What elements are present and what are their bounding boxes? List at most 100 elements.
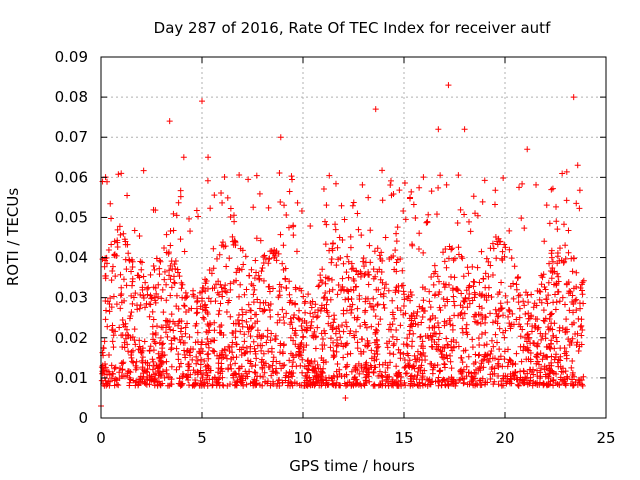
- data-point: [407, 378, 414, 385]
- data-point: [310, 367, 317, 374]
- data-point: [435, 374, 442, 381]
- data-point: [335, 382, 342, 389]
- data-point: [258, 347, 265, 354]
- data-point: [428, 343, 435, 350]
- data-point: [563, 348, 570, 355]
- data-point: [494, 360, 501, 367]
- data-point: [181, 347, 188, 354]
- data-point: [451, 302, 458, 309]
- data-point: [177, 360, 184, 367]
- data-point: [374, 344, 381, 351]
- data-point: [474, 264, 481, 271]
- data-point: [334, 342, 341, 349]
- data-point: [193, 207, 200, 214]
- data-point: [152, 331, 159, 338]
- data-point: [370, 382, 377, 389]
- data-point: [375, 321, 382, 328]
- data-point: [149, 308, 156, 315]
- data-point: [539, 333, 546, 340]
- data-point: [520, 347, 527, 354]
- data-point: [490, 381, 497, 388]
- data-point: [203, 328, 210, 335]
- data-point: [280, 242, 287, 249]
- data-point: [186, 215, 193, 222]
- data-point: [482, 314, 489, 321]
- data-point: [204, 335, 211, 342]
- data-point: [232, 370, 239, 377]
- data-point: [276, 281, 283, 288]
- x-tick-label: 15: [394, 429, 413, 447]
- data-point: [318, 355, 325, 362]
- data-point: [167, 346, 174, 353]
- data-point: [326, 247, 333, 254]
- data-point: [252, 320, 259, 327]
- data-point: [210, 245, 217, 252]
- data-point: [577, 305, 584, 312]
- data-point: [345, 274, 352, 281]
- data-point: [290, 369, 297, 376]
- data-point: [362, 307, 369, 314]
- data-point: [159, 345, 166, 352]
- data-point: [377, 291, 384, 298]
- data-point: [257, 299, 264, 306]
- data-point: [439, 344, 446, 351]
- data-point: [158, 295, 165, 302]
- data-point: [360, 368, 367, 375]
- data-point: [568, 364, 575, 371]
- data-point: [441, 258, 448, 265]
- data-point: [513, 286, 520, 293]
- data-point: [554, 253, 561, 260]
- data-point: [401, 180, 408, 187]
- data-point: [443, 181, 450, 188]
- data-point: [168, 363, 175, 370]
- data-point: [280, 314, 287, 321]
- data-point: [254, 296, 261, 303]
- data-point: [228, 356, 235, 363]
- data-point: [102, 316, 109, 323]
- data-point: [499, 248, 506, 255]
- data-point: [463, 321, 470, 328]
- data-point: [253, 235, 260, 242]
- data-point: [567, 288, 574, 295]
- data-point: [332, 226, 339, 233]
- data-point: [397, 355, 404, 362]
- data-point: [462, 294, 469, 301]
- data-point: [565, 249, 572, 256]
- data-point: [527, 358, 534, 365]
- data-point: [310, 313, 317, 320]
- data-point: [441, 376, 448, 383]
- data-point: [516, 305, 523, 312]
- data-point: [370, 368, 377, 375]
- data-point: [426, 376, 433, 383]
- data-point: [546, 260, 553, 267]
- data-point: [251, 369, 258, 376]
- data-point: [507, 371, 514, 378]
- data-point: [293, 380, 300, 387]
- data-point: [283, 212, 290, 219]
- data-point: [166, 272, 173, 279]
- data-point: [308, 318, 315, 325]
- data-point: [208, 270, 215, 277]
- data-point: [119, 344, 126, 351]
- data-point: [396, 369, 403, 376]
- data-point: [152, 207, 159, 214]
- data-point: [219, 381, 226, 388]
- data-point: [328, 259, 335, 266]
- data-point: [419, 305, 426, 312]
- data-point: [160, 340, 167, 347]
- data-point: [308, 304, 315, 311]
- data-point: [265, 302, 272, 309]
- data-point: [368, 323, 375, 330]
- y-tick-label: 0.09: [55, 48, 88, 66]
- data-point: [447, 273, 454, 280]
- data-point: [201, 358, 208, 364]
- data-point: [430, 281, 437, 288]
- data-point: [298, 207, 305, 214]
- data-point: [322, 280, 329, 287]
- data-point: [282, 377, 289, 384]
- data-point: [513, 350, 520, 357]
- data-point: [459, 325, 466, 332]
- data-point: [270, 368, 277, 375]
- data-point: [116, 369, 123, 376]
- data-point: [472, 359, 479, 366]
